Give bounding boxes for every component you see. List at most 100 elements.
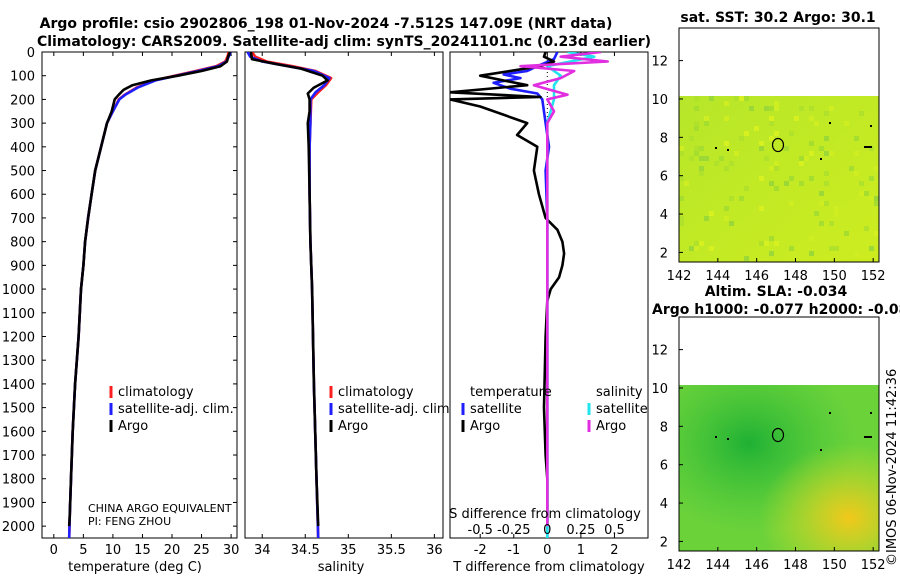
sst-cell <box>679 216 684 221</box>
depth-tick-label: 1000 <box>2 283 35 298</box>
sst-cell <box>809 251 814 256</box>
sla-high-region <box>679 385 879 551</box>
figure-title-line2: Climatology: CARS2009. Satellite-adj cli… <box>37 34 651 50</box>
sst-cell <box>829 221 834 226</box>
sst-cell <box>834 206 839 211</box>
sst-cell <box>694 241 699 246</box>
sst-cell <box>844 121 849 126</box>
difference-xlabel: T difference from climatology <box>452 560 645 575</box>
sst-cell <box>689 156 694 161</box>
x-tick-label: 20 <box>164 543 181 558</box>
sst-cell <box>694 146 699 151</box>
depth-tick-label: 700 <box>10 212 35 227</box>
sst-cell <box>819 201 824 206</box>
sst-cell <box>744 131 749 136</box>
legend-argo: Argo <box>338 419 368 434</box>
legend-climatology: climatology <box>118 385 194 400</box>
temperature-x-axis: 0 5 10 15 20 25 30 <box>50 52 240 558</box>
sla-map-panel: Altim. SLA: -0.034 Argo h1000: -0.077 h2… <box>651 284 900 573</box>
sst-cell <box>799 106 804 111</box>
sst-cell <box>774 101 779 106</box>
sst-cell <box>704 121 709 126</box>
depth-tick-label: 0 <box>27 46 35 61</box>
sst-cell <box>774 106 779 111</box>
sst-map-frame <box>678 27 880 263</box>
sst-cell <box>809 236 814 241</box>
salinity-difference-axis: -0.5 -0.25 0 0.25 0.5 <box>468 523 625 538</box>
depth-tick-label: 1200 <box>2 330 35 345</box>
temperature-lines <box>67 52 232 538</box>
x-tick-label: -2 <box>474 543 487 558</box>
depth-tick-label: 500 <box>10 165 35 180</box>
sst-cell <box>829 151 834 156</box>
depth-tick-label: 400 <box>10 141 35 156</box>
sst-cell <box>854 251 859 256</box>
sst-cell <box>694 121 699 126</box>
sst-cell <box>789 176 794 181</box>
salinity-lines <box>246 52 333 538</box>
sst-cell <box>829 106 834 111</box>
map-x-tick-label: 152 <box>861 269 886 284</box>
sst-cell <box>709 211 714 216</box>
map-y-tick-label: 10 <box>651 382 668 397</box>
sst-cell <box>824 111 829 116</box>
x-tick-label: 30 <box>223 543 240 558</box>
legend-salinity-title: salinity <box>596 385 643 400</box>
temperature-panel: 0100200300400500600700800900100011001200… <box>2 46 648 575</box>
sst-cell <box>759 146 764 151</box>
depth-tick-label: 1700 <box>2 449 35 464</box>
map-x-tick-label: 150 <box>822 558 847 573</box>
sst-cell <box>859 191 864 196</box>
sst-field-speckle <box>679 96 879 261</box>
series-line-argo <box>67 52 232 527</box>
sst-cell <box>754 126 759 131</box>
sst-cell <box>729 161 734 166</box>
sst-cell <box>809 151 814 156</box>
x-tick-label: 15 <box>134 543 151 558</box>
sst-cell <box>699 166 704 171</box>
legend-t-argo: Argo <box>470 419 500 434</box>
sst-cell <box>814 121 819 126</box>
sst-cell <box>694 96 699 101</box>
legend-satellite: satellite-adj. clim. <box>338 402 454 417</box>
sst-cell <box>799 156 804 161</box>
sst-cell <box>739 136 744 141</box>
x-tick-label: 1 <box>577 543 585 558</box>
sst-cell <box>724 166 729 171</box>
sst-cell <box>769 136 774 141</box>
map-x-tick-label: 144 <box>705 269 730 284</box>
footer-stamp: ©IMOS 06-Nov-2024 11:42:36 <box>885 369 900 566</box>
x-tick-label: 10 <box>105 543 122 558</box>
sst-cell <box>774 186 779 191</box>
sst-cell <box>814 211 819 216</box>
annotation-line1: CHINA ARGO EQUIVALENT <box>88 502 232 515</box>
sst-cell <box>714 161 719 166</box>
sst-cell <box>699 241 704 246</box>
sst-cell <box>694 106 699 111</box>
sst-map-title: sat. SST: 30.2 Argo: 30.1 <box>680 10 875 26</box>
sst-cell <box>689 136 694 141</box>
difference-panel: -2 -1 0 1 2 T difference from climatology S … <box>449 51 649 575</box>
sst-cell <box>764 241 769 246</box>
map-x-tick-label: 150 <box>822 269 847 284</box>
depth-tick-label: 900 <box>10 259 35 274</box>
sst-cell <box>769 116 774 121</box>
sst-cell <box>774 161 779 166</box>
sst-cell <box>834 246 839 251</box>
depth-tick-label: 1300 <box>2 354 35 369</box>
sst-cell <box>759 241 764 246</box>
depth-tick-label: 1900 <box>2 496 35 511</box>
sst-cell <box>769 166 774 171</box>
sst-cell <box>824 181 829 186</box>
sst-float-marker <box>771 137 785 153</box>
sst-cell <box>844 231 849 236</box>
sst-cell <box>774 241 779 246</box>
salinity-x-axis: 34 34.5 35 35.5 36 <box>254 52 443 558</box>
x-tick-label: 2 <box>610 543 618 558</box>
sst-cell <box>679 221 684 226</box>
sst-cell <box>744 96 749 101</box>
sst-cell <box>829 246 834 251</box>
legend-satellite: satellite-adj. clim. <box>118 402 234 417</box>
map-y-tick-label: 2 <box>660 246 668 261</box>
